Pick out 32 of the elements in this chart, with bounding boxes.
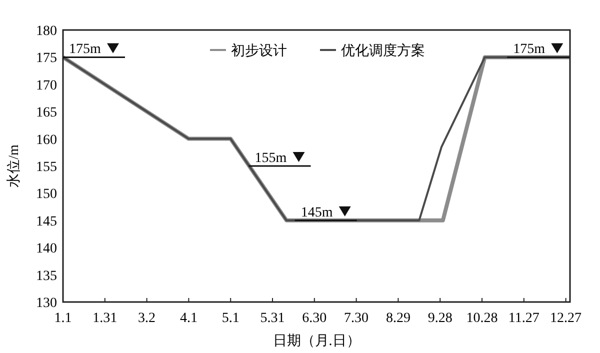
y-tick-label: 175 <box>36 51 57 66</box>
y-tick-label: 140 <box>36 242 57 257</box>
y-tick-label: 155 <box>36 160 57 175</box>
y-axis-title: 水位/m <box>6 144 22 188</box>
x-tick-label: 3.2 <box>138 311 156 326</box>
legend-label: 初步设计 <box>231 43 287 59</box>
x-tick-label: 11.27 <box>508 311 540 326</box>
x-tick-label: 7.30 <box>344 311 369 326</box>
y-tick-label: 180 <box>36 24 57 39</box>
x-tick-label: 9.28 <box>428 311 452 326</box>
x-tick-label: 4.1 <box>180 311 198 326</box>
y-tick-label: 150 <box>36 187 57 202</box>
annotation: 155m <box>254 151 287 166</box>
x-tick-label: 5.31 <box>260 311 285 326</box>
legend-label: 优化调度方案 <box>341 42 425 59</box>
y-tick-label: 145 <box>36 214 57 230</box>
x-tick-label: 6.30 <box>302 311 327 326</box>
x-tick-label: 1.1 <box>54 311 72 326</box>
x-tick-label: 1.31 <box>92 311 118 326</box>
x-tick-label: 12.27 <box>550 311 582 326</box>
y-tick-label: 160 <box>36 132 57 148</box>
y-tick-label: 170 <box>36 78 57 94</box>
x-tick-label: 5.1 <box>222 311 240 326</box>
annotation: 145m <box>300 205 333 220</box>
annotation: 175m <box>69 42 101 58</box>
x-tick-label: 10.28 <box>466 311 498 326</box>
y-tick-label: 130 <box>36 296 57 311</box>
x-axis-title: 日期（月.日） <box>272 333 360 349</box>
annotation: 175m <box>513 42 546 58</box>
y-tick-label: 135 <box>36 268 57 284</box>
x-tick-label: 8.29 <box>386 311 410 326</box>
y-tick-label: 165 <box>36 106 57 121</box>
